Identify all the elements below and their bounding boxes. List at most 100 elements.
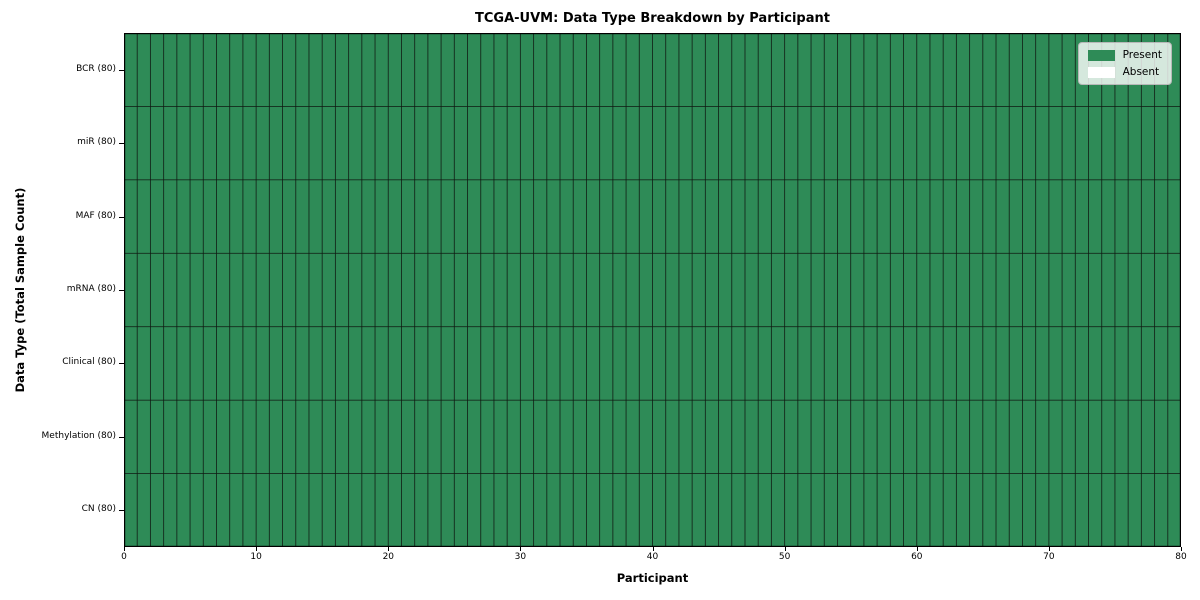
legend-item-present: Present	[1087, 49, 1162, 61]
heatmap-cell	[969, 400, 984, 474]
x-tick-label: 80	[1175, 552, 1187, 562]
heatmap-cell	[678, 473, 693, 547]
heatmap-cell	[731, 106, 746, 181]
heatmap-cell	[1128, 253, 1142, 328]
heatmap-cell	[348, 179, 363, 254]
heatmap-cell	[124, 400, 138, 474]
heatmap-cell	[890, 33, 904, 107]
heatmap-cell	[929, 326, 944, 401]
heatmap-cell	[1022, 326, 1036, 401]
heatmap-cell	[863, 106, 878, 181]
heatmap-cell	[1101, 106, 1116, 181]
heatmap-cell	[956, 33, 970, 107]
heatmap-cell	[771, 179, 785, 254]
heatmap-cell	[427, 33, 442, 107]
heatmap-cell	[295, 253, 310, 328]
heatmap-cell	[480, 400, 495, 474]
heatmap-cell	[758, 33, 772, 107]
heatmap-cell	[150, 253, 164, 328]
heatmap-cell	[335, 33, 349, 107]
heatmap-cell	[520, 106, 534, 181]
heatmap-cell	[863, 400, 878, 474]
heatmap-cell	[361, 33, 376, 107]
heatmap-cell	[850, 326, 865, 401]
heatmap-cell	[652, 106, 667, 181]
heatmap-cell	[1088, 400, 1103, 474]
heatmap-cell	[348, 33, 363, 107]
heatmap-cell	[639, 179, 653, 254]
heatmap-cell	[652, 473, 667, 547]
heatmap-cell	[758, 179, 772, 254]
heatmap-cell	[520, 400, 534, 474]
heatmap-cell	[1154, 473, 1169, 547]
heatmap-cell	[1088, 473, 1103, 547]
heatmap-cell	[401, 179, 415, 254]
heatmap-cell	[229, 326, 244, 401]
heatmap-cell	[1114, 179, 1129, 254]
heatmap-cell	[322, 179, 336, 254]
heatmap-cell	[1022, 473, 1036, 547]
heatmap-cell	[229, 106, 244, 181]
heatmap-cell	[229, 400, 244, 474]
heatmap-cell	[1141, 326, 1155, 401]
heatmap-cell	[1048, 33, 1063, 107]
heatmap-cell	[573, 253, 587, 328]
heatmap-cell	[573, 33, 587, 107]
heatmap-cell	[282, 400, 297, 474]
heatmap-cell	[586, 473, 600, 547]
heatmap-cell	[203, 179, 217, 254]
heatmap-cell	[652, 253, 667, 328]
heatmap-cell	[996, 179, 1010, 254]
heatmap-cell	[863, 253, 878, 328]
heatmap-cell	[890, 326, 904, 401]
heatmap-cell	[137, 179, 151, 254]
heatmap-cell	[626, 473, 640, 547]
heatmap-cell	[692, 179, 706, 254]
heatmap-cell	[731, 473, 746, 547]
heatmap-cell	[242, 253, 257, 328]
heatmap-cell	[546, 326, 561, 401]
heatmap-cell	[124, 33, 138, 107]
heatmap-cell	[493, 473, 508, 547]
heatmap-cell	[375, 179, 389, 254]
heatmap-cell	[190, 106, 204, 181]
heatmap-cell	[242, 400, 257, 474]
heatmap-cell	[560, 473, 574, 547]
heatmap-cell	[388, 326, 402, 401]
heatmap-cell	[943, 253, 957, 328]
heatmap-cell	[784, 326, 799, 401]
heatmap-cell	[665, 106, 680, 181]
heatmap-cell	[467, 473, 482, 547]
heatmap-cell	[560, 106, 574, 181]
heatmap-cell	[1048, 473, 1063, 547]
heatmap-cell	[996, 473, 1010, 547]
heatmap-cell	[573, 400, 587, 474]
heatmap-cell	[427, 400, 442, 474]
heatmap-cell	[1128, 400, 1142, 474]
heatmap-cell	[229, 179, 244, 254]
heatmap-cell	[427, 253, 442, 328]
heatmap-cell	[1088, 106, 1103, 181]
heatmap-cell	[784, 253, 799, 328]
heatmap-cell	[744, 106, 759, 181]
heatmap-cell	[982, 253, 997, 328]
heatmap-cell	[665, 400, 680, 474]
heatmap-cell	[269, 33, 283, 107]
heatmap-cell	[401, 106, 415, 181]
heatmap-cell	[441, 473, 455, 547]
heatmap-cell	[692, 473, 706, 547]
heatmap-cell	[903, 326, 918, 401]
heatmap-cell	[1022, 179, 1036, 254]
heatmap-cell	[797, 106, 812, 181]
heatmap-cell	[1167, 179, 1181, 254]
y-tick-label: BCR (80)	[76, 63, 116, 74]
heatmap-cell	[401, 473, 415, 547]
heatmap-cell	[441, 326, 455, 401]
heatmap-cell	[401, 326, 415, 401]
heatmap-cell	[388, 400, 402, 474]
heatmap-cell	[811, 106, 825, 181]
heatmap-cell	[877, 253, 891, 328]
heatmap-cell	[837, 33, 851, 107]
heatmap-cell	[361, 400, 376, 474]
